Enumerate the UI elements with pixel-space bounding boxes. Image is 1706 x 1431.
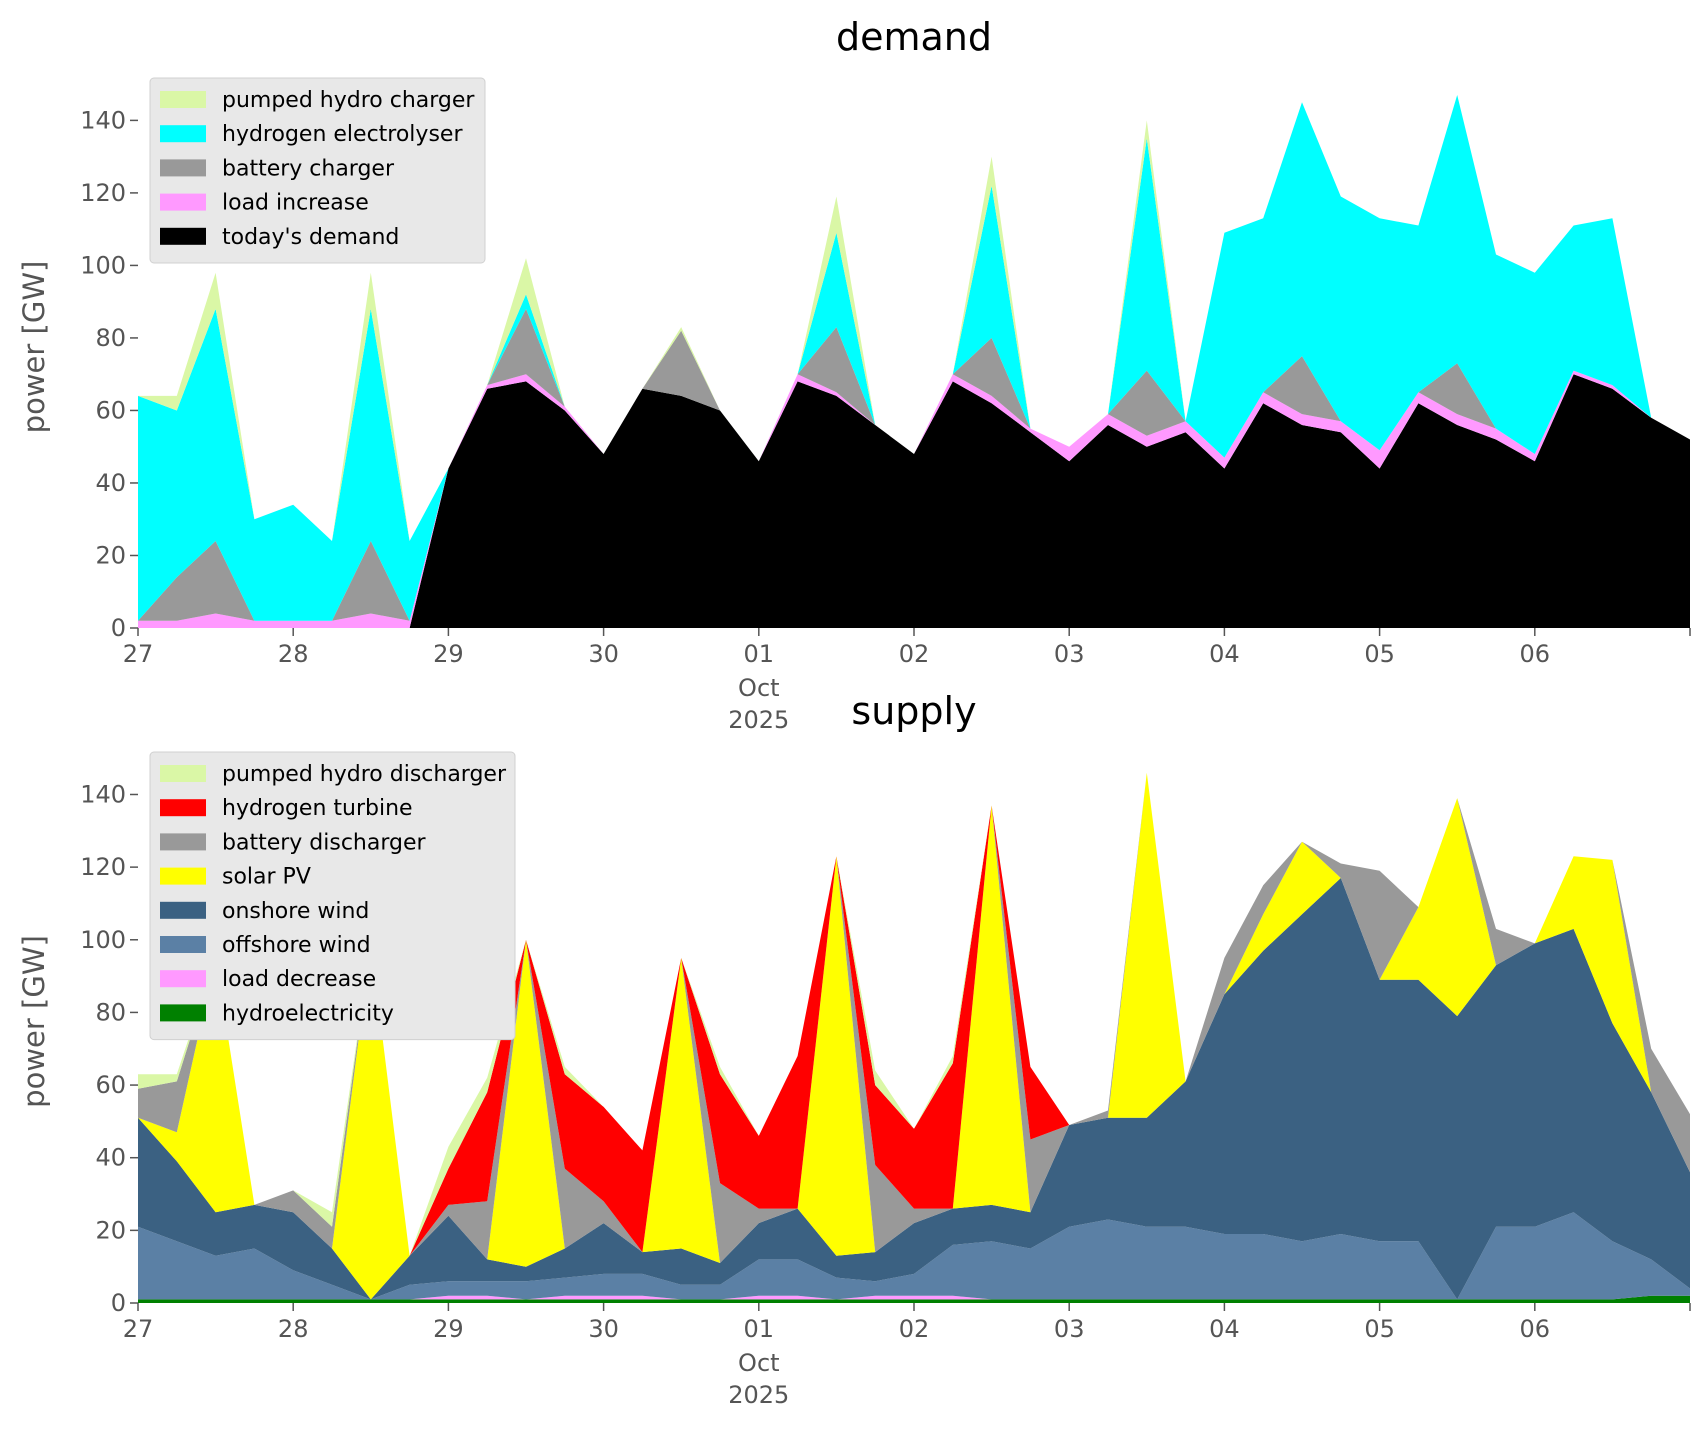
x-tick-label: 04 xyxy=(1209,640,1240,668)
legend-swatch xyxy=(160,193,206,211)
series-areas xyxy=(138,772,1690,1303)
x-tick-label: 28 xyxy=(278,640,309,668)
legend: pumped hydro charger hydrogen electrolyse… xyxy=(149,77,486,264)
legend-swatch xyxy=(160,1004,206,1022)
x-tick-label: 29 xyxy=(433,640,464,668)
x-tick-label: 06 xyxy=(1520,640,1551,668)
x-tick-label: 06 xyxy=(1520,1315,1551,1343)
x-tick-label: 03 xyxy=(1054,640,1085,668)
x-tick-label: 05 xyxy=(1364,1315,1395,1343)
y-tick-label: 0 xyxy=(111,1289,126,1317)
y-tick-label: 60 xyxy=(95,396,126,424)
chart-title: demand xyxy=(836,15,992,59)
y-axis-label: power [GW] xyxy=(17,935,51,1108)
y-tick-label: 120 xyxy=(80,853,126,881)
x-tick-label: 02 xyxy=(899,640,930,668)
x-tick-label: 03 xyxy=(1054,1315,1085,1343)
legend-box xyxy=(149,751,516,1041)
y-axis-label: power [GW] xyxy=(17,261,51,434)
x-tick-label: 28 xyxy=(278,1315,309,1343)
legend-swatch xyxy=(160,765,206,782)
x-axis: 27 28 29 30 01 Oct 2025 02 03 04 05 06 xyxy=(123,628,1691,734)
legend-swatch xyxy=(160,227,206,245)
area-hydrogen-turbine xyxy=(138,772,1690,1256)
legend-swatch xyxy=(160,125,206,143)
area-today-s-demand xyxy=(138,374,1690,628)
x-tick-sublabel: 2025 xyxy=(728,1381,789,1409)
x-tick-label: 01 xyxy=(744,1315,775,1343)
x-tick-sublabel: 2025 xyxy=(728,706,789,734)
legend-swatch xyxy=(160,901,206,919)
x-tick-label: 27 xyxy=(123,1315,154,1343)
legend-label: hydrogen electrolyser xyxy=(222,122,463,147)
x-tick-label: 30 xyxy=(588,640,619,668)
legend-swatch xyxy=(160,799,206,817)
legend-label: today's demand xyxy=(222,225,399,250)
legend-label: solar PV xyxy=(222,865,311,890)
y-tick-label: 20 xyxy=(95,541,126,569)
y-tick-label: 80 xyxy=(95,998,126,1026)
legend-swatch xyxy=(160,91,206,108)
area-solar-pv xyxy=(138,772,1690,1300)
legend-label: hydrogen turbine xyxy=(222,796,413,821)
y-tick-label: 120 xyxy=(80,179,126,207)
chart-title: supply xyxy=(851,689,976,733)
area-onshore-wind xyxy=(138,878,1690,1300)
legend-swatch xyxy=(160,833,206,851)
legend: pumped hydro discharger hydrogen turbine b… xyxy=(149,751,516,1041)
y-tick-label: 80 xyxy=(95,324,126,352)
legend-label: pumped hydro charger xyxy=(222,88,475,113)
legend-swatch xyxy=(160,936,206,953)
x-tick-label: 02 xyxy=(899,1315,930,1343)
y-tick-label: 40 xyxy=(95,1144,126,1172)
legend-swatch xyxy=(160,970,206,988)
y-tick-label: 140 xyxy=(80,106,126,134)
y-tick-label: 100 xyxy=(80,926,126,954)
area-hydroelectricity xyxy=(138,1295,1690,1303)
legend-label: onshore wind xyxy=(222,899,369,924)
y-axis: 0 20 40 60 80 100 120 140 xyxy=(80,106,138,642)
legend-label: offshore wind xyxy=(222,933,371,958)
legend-swatch xyxy=(160,159,206,177)
legend-label: hydroelectricity xyxy=(222,1001,394,1026)
legend-label: pumped hydro discharger xyxy=(222,762,507,787)
legend-label: load increase xyxy=(222,191,369,216)
x-tick-label: 29 xyxy=(433,1315,464,1343)
x-axis: 27 28 29 30 01 Oct 2025 02 03 04 05 06 xyxy=(123,1303,1691,1409)
y-tick-label: 140 xyxy=(80,780,126,808)
x-tick-label: 30 xyxy=(588,1315,619,1343)
x-tick-sublabel: Oct xyxy=(738,1349,780,1377)
legend-label: battery discharger xyxy=(222,830,427,855)
y-tick-label: 0 xyxy=(111,614,126,642)
x-tick-label: 01 xyxy=(744,640,775,668)
legend-swatch xyxy=(160,867,206,885)
legend-label: load decrease xyxy=(222,967,376,992)
x-tick-label: 05 xyxy=(1364,640,1395,668)
y-tick-label: 40 xyxy=(95,469,126,497)
x-tick-label: 04 xyxy=(1209,1315,1240,1343)
area-load-decrease xyxy=(138,1295,1690,1300)
legend-label: battery charger xyxy=(222,156,395,181)
y-tick-label: 100 xyxy=(80,251,126,279)
area-offshore-wind xyxy=(138,1212,1690,1300)
series-areas xyxy=(138,95,1690,628)
y-tick-label: 20 xyxy=(95,1216,126,1244)
y-axis: 0 20 40 60 80 100 120 140 xyxy=(80,780,138,1317)
y-tick-label: 60 xyxy=(95,1071,126,1099)
area-hydrogen-electrolyser xyxy=(138,95,1690,621)
legend-box xyxy=(149,77,486,264)
area-battery-charger xyxy=(138,308,1690,621)
x-tick-label: 27 xyxy=(123,640,154,668)
x-tick-sublabel: Oct xyxy=(738,674,780,702)
